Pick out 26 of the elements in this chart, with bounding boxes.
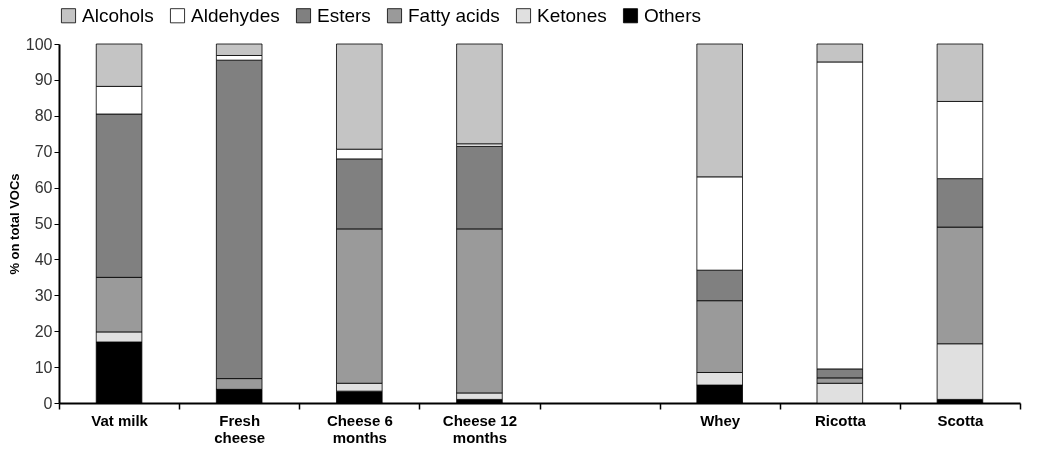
legend-label: Fatty acids [408,4,500,26]
legend-label: Aldehydes [191,4,280,26]
y-tick-label: 30 [34,286,53,304]
x-tick-label: Cheese 12 months [442,411,518,446]
legend-label: Ketones [537,4,607,26]
x-tick-label: Ricotta [814,411,867,429]
bar [456,43,503,145]
y-axis-title: % on total VOCs [6,173,22,275]
legend-label: Esters [317,4,371,26]
y-tick-label: 0 [43,394,53,412]
x-tick-label: Vat milk [91,411,149,429]
y-tick-label: 100 [25,35,53,53]
y-tick-label: 20 [34,322,53,340]
x-tick-label: Scotta [937,411,985,429]
y-tick-label: 80 [34,107,53,125]
legend-label: Others [644,4,702,26]
legend-label: Alcohols [82,4,154,26]
y-tick-label: 50 [34,215,53,232]
x-tick-label: Fresh cheese [214,411,266,446]
x-tick-label: Cheese 6 months [326,411,393,446]
x-tick-label: Whey [700,411,741,429]
y-tick-label: 10 [34,358,53,376]
y-tick-label: 40 [34,250,53,268]
y-tick-label: 90 [34,71,53,89]
y-tick-label: 60 [34,179,53,197]
y-tick-label: 70 [34,143,53,161]
